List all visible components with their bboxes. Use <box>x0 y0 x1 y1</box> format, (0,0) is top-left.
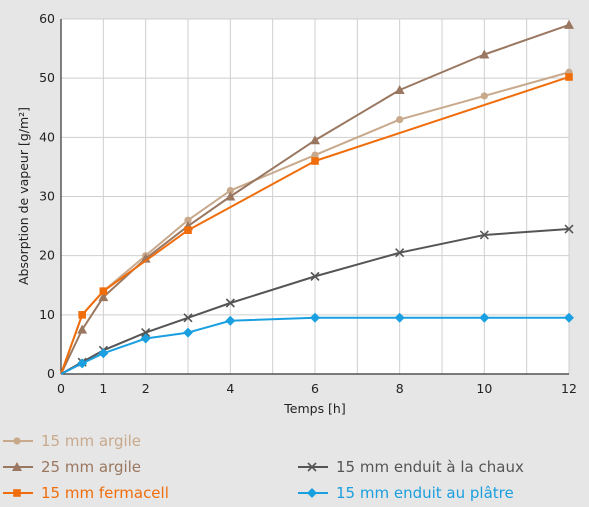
data-point <box>564 19 574 29</box>
legend-item: 15 mm argile <box>3 432 141 450</box>
data-point <box>78 311 86 319</box>
y-tick-label: 0 <box>47 366 55 381</box>
y-tick-labels: 0 10 20 30 40 50 60 <box>39 11 55 381</box>
data-point <box>480 92 488 100</box>
x-tick-label: 0 <box>57 381 65 396</box>
data-point <box>479 230 489 240</box>
y-tick-label: 30 <box>39 189 55 204</box>
data-point <box>98 292 109 302</box>
data-point-stroke <box>310 271 320 281</box>
data-point <box>307 462 317 472</box>
data-point <box>396 115 404 124</box>
y-axis-title: Absorption de vapeur [g/m²] <box>16 107 31 285</box>
data-point <box>394 312 405 323</box>
data-point <box>98 348 109 359</box>
data-point <box>479 49 490 59</box>
axes <box>60 19 569 375</box>
series-line <box>60 228 570 375</box>
data-point-stroke <box>225 298 235 308</box>
data-point <box>311 151 319 159</box>
x-tick-label: 8 <box>396 381 404 396</box>
data-point <box>140 253 151 263</box>
series-line <box>60 316 569 375</box>
series <box>60 312 574 375</box>
x-tick-label: 4 <box>226 381 234 396</box>
legend-label: 25 mm argile <box>41 458 141 476</box>
data-point <box>310 271 320 281</box>
data-point <box>225 298 235 308</box>
data-point <box>395 248 405 258</box>
data-point <box>140 333 151 344</box>
data-point <box>226 186 234 195</box>
data-point <box>99 287 108 295</box>
data-point <box>564 224 574 234</box>
legend-label: 15 mm argile <box>41 432 141 450</box>
legend-item: 25 mm argile <box>3 458 141 476</box>
x-tick-label: 12 <box>561 381 577 396</box>
data-point-stroke <box>183 313 193 323</box>
legend-label: 15 mm enduit à la chaux <box>336 458 524 476</box>
x-tick-labels: 0 1 2 4 6 8 10 12 <box>57 381 577 396</box>
data-point <box>12 462 22 471</box>
legend-item: 15 mm enduit au plâtre <box>298 484 514 502</box>
y-tick-label: 50 <box>39 70 55 85</box>
x-tick-label: 10 <box>476 381 492 396</box>
data-point <box>565 73 573 81</box>
legend-item: 15 mm enduit à la chaux <box>298 458 524 476</box>
legend: 15 mm argile 25 mm argile 15 mm fermacell 1… <box>3 432 524 502</box>
data-point-stroke <box>395 248 405 258</box>
data-point <box>310 135 320 145</box>
data-point <box>225 191 236 201</box>
data-point-stroke <box>141 328 151 338</box>
data-point-stroke <box>479 230 489 240</box>
data-point <box>183 327 193 338</box>
data-point <box>13 437 21 445</box>
y-tick-label: 20 <box>39 248 55 263</box>
legend-label: 15 mm fermacell <box>41 484 169 502</box>
data-point <box>77 358 88 369</box>
y-tick-label: 60 <box>39 11 55 26</box>
data-point <box>184 226 192 235</box>
data-point-stroke <box>564 224 574 234</box>
series-lines <box>60 19 574 375</box>
data-point <box>183 313 193 323</box>
data-point <box>184 216 192 224</box>
series <box>60 73 573 375</box>
data-point <box>307 488 317 498</box>
y-tick-label: 10 <box>39 307 55 322</box>
x-tick-label: 1 <box>99 381 107 396</box>
legend-item: 15 mm fermacell <box>3 484 169 502</box>
x-tick-label: 6 <box>311 381 319 396</box>
data-point <box>310 312 320 323</box>
data-point <box>564 312 574 323</box>
data-point <box>479 312 490 323</box>
data-point <box>311 157 319 165</box>
data-point <box>77 324 88 334</box>
data-point <box>141 328 151 338</box>
data-point <box>394 85 405 94</box>
legend-label: 15 mm enduit au plâtre <box>336 484 514 502</box>
data-point <box>225 315 236 326</box>
x-tick-label: 2 <box>142 381 150 396</box>
x-axis-title: Temps [h] <box>283 401 345 416</box>
y-tick-label: 40 <box>39 129 55 144</box>
series-line <box>60 23 570 375</box>
data-point-stroke <box>307 462 317 472</box>
data-point <box>13 489 21 497</box>
series-line <box>60 76 570 375</box>
